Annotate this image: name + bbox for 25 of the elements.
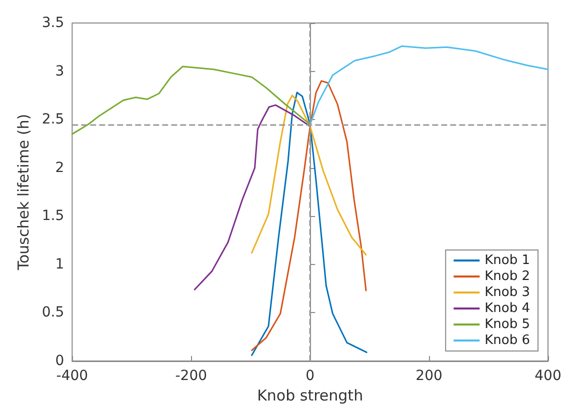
y-tick-label: 2	[55, 160, 64, 176]
line-series	[71, 66, 311, 135]
legend-label: Knob 1	[484, 253, 530, 268]
y-tick-label: 0	[55, 353, 64, 369]
line-series	[194, 104, 311, 290]
y-tick-label: 2.5	[42, 112, 64, 128]
y-tick-label: 0.5	[42, 304, 64, 321]
y-tick-label: 3.5	[42, 15, 64, 31]
y-tick-label: 3	[55, 63, 64, 80]
y-axis-title: Touschek lifetime (h)	[14, 114, 32, 272]
x-tick-label: 200	[416, 368, 442, 384]
legend-label: Knob 2	[484, 269, 530, 284]
y-tick-label: 1	[55, 256, 64, 272]
line-series	[251, 94, 367, 256]
x-tick-label: -400	[56, 368, 88, 384]
legend-label: Knob 3	[484, 285, 530, 300]
x-axis-title: Knob strength	[257, 386, 364, 404]
legend-label: Knob 4	[484, 301, 530, 316]
y-tick-label: 1.5	[42, 208, 64, 224]
x-tick-label: 0	[306, 368, 315, 384]
legend-label: Knob 5	[484, 317, 530, 332]
x-tick-label: 400	[534, 368, 562, 384]
x-tick-label: -200	[175, 368, 208, 384]
line-series	[309, 45, 549, 126]
legend-label: Knob 6	[484, 333, 530, 348]
